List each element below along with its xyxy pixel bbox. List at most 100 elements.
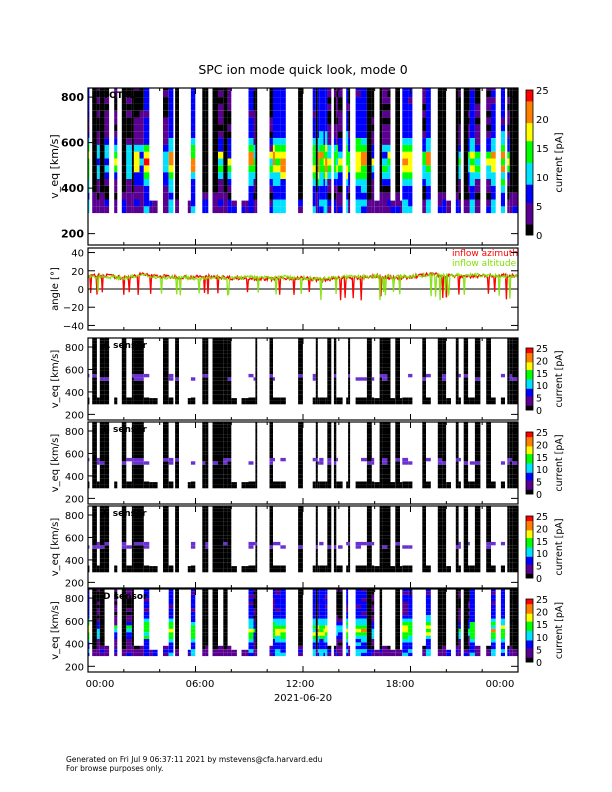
spectrogram-cell [248,545,254,549]
colorbar-segment [526,227,533,232]
spectrogram-cell [121,357,127,361]
spectrogram-cell [507,447,510,452]
spectrogram-cell [269,451,273,455]
spectrogram-cell [422,447,426,452]
spectrogram-cell [149,652,153,657]
spectrogram-cell [190,158,196,166]
spectrogram-cell [382,347,388,351]
spectrogram-cell [131,138,134,145]
spectrogram-cell [323,625,325,629]
spectrogram-cell [248,138,254,145]
spectrogram-cell [131,357,134,361]
colorbar-segment [526,519,533,522]
spectrogram-cell [382,444,388,448]
colorbar-segment [526,93,533,98]
spectrogram-cell [298,506,303,509]
spectrogram-cell [437,545,443,549]
spectrogram-cell [355,192,361,200]
spectrogram-cell [509,525,513,529]
spectrogram-cell [99,506,105,509]
spectrogram-cell [474,340,481,344]
colorbar-segment [526,461,533,464]
spectrogram-cell [218,531,224,536]
spectrogram-cell [333,515,337,519]
spectrogram-cell [512,444,519,448]
spectrogram-cell [402,172,409,179]
spectrogram-cell [317,625,320,629]
spectrogram-cell [96,568,100,573]
spectrogram-cell [422,545,426,549]
spectrogram-cell [99,441,105,445]
spectrogram-cell [509,434,513,438]
spectrogram-cell [387,454,391,458]
spectrogram-cell [275,151,281,159]
spectrogram-cell [455,478,459,482]
spectrogram-cell [205,604,209,609]
spectrogram-cell [312,565,316,569]
spectrogram-cell [437,535,443,539]
spectrogram-cell [379,165,383,173]
spectrogram-cell [99,353,105,358]
spectrogram-cell [227,347,232,351]
spectrogram-cell [99,90,105,98]
y-axis-label: angle [°] [50,267,61,311]
spectrogram-cell [99,338,105,341]
spectrogram-cell [143,545,150,549]
spectrogram-cell [382,206,388,214]
spectrogram-cell [121,645,127,650]
spectrogram-cell [202,515,206,519]
spectrogram-cell [121,144,127,152]
spectrogram-cell [253,179,256,186]
spectrogram-cell [298,88,303,91]
spectrogram-cell [202,454,206,458]
spectrogram-cell [163,343,169,347]
spectrogram-cell [366,649,372,653]
spectrogram-cell [455,357,459,361]
spectrogram-cell [422,138,426,145]
spectrogram-cell [336,625,338,629]
spectrogram-cell [469,151,475,159]
spectrogram-cell [88,589,90,592]
spectrogram-cell [468,481,470,485]
spectrogram-cell [338,192,343,200]
spectrogram-cell [298,131,303,138]
spectrogram-cell [315,506,318,509]
spectrogram-cell [333,484,337,489]
spectrogram-cell [163,360,169,364]
spectrogram-cell [139,422,144,425]
spectrogram-cell [507,545,510,549]
spectrogram-cell [227,340,232,344]
spectrogram-cell [422,158,426,166]
spectrogram-cell [131,394,134,398]
spectrogram-cell [133,471,140,475]
spectrogram-cell [336,199,338,207]
spectrogram-cell [474,558,481,563]
spectrogram-cell [190,652,196,657]
spectrogram-cell [366,347,372,351]
spectrogram-cell [99,478,105,482]
spectrogram-cell [99,558,105,563]
spectrogram-cell [255,591,258,595]
spectrogram-cell [202,474,206,479]
spectrogram-cell [248,192,254,200]
spectrogram-cell [463,199,469,207]
spectrogram-cell [255,474,258,479]
spectrogram-cell [442,199,447,207]
spectrogram-cell [131,451,134,455]
spectrogram-cell [327,390,332,395]
spectrogram-cell [227,397,232,401]
spectrogram-cell [486,454,491,458]
spectrogram-cell [333,357,337,361]
spectrogram-cell [333,380,337,385]
spectrogram-cell [269,481,273,485]
spectrogram-cell [317,117,320,125]
spectrogram-cell [104,422,110,425]
spectrogram-cell [96,604,100,609]
spectrogram-cell [163,373,169,378]
spectrogram-cell [463,447,469,452]
y-tick-label: −40 [63,321,84,332]
spectrogram-cell [223,384,228,388]
spectrogram-cell [315,422,318,425]
spectrogram-cell [139,380,144,385]
spectrogram-cell [205,511,209,515]
